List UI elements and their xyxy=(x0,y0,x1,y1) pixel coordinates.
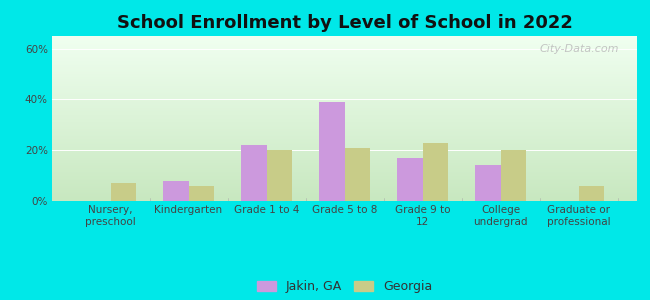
Bar xyxy=(266,150,292,201)
Text: City-Data.com: City-Data.com xyxy=(540,44,619,54)
Bar xyxy=(240,145,266,201)
Bar xyxy=(111,183,136,201)
Bar xyxy=(500,150,526,201)
Bar xyxy=(396,158,422,201)
Legend: Jakin, GA, Georgia: Jakin, GA, Georgia xyxy=(253,277,436,297)
Bar xyxy=(578,186,604,201)
Title: School Enrollment by Level of School in 2022: School Enrollment by Level of School in … xyxy=(116,14,573,32)
Bar xyxy=(318,102,344,201)
Bar xyxy=(344,148,370,201)
Bar xyxy=(162,181,188,201)
Bar xyxy=(474,166,500,201)
Bar xyxy=(188,186,215,201)
Bar xyxy=(422,142,448,201)
